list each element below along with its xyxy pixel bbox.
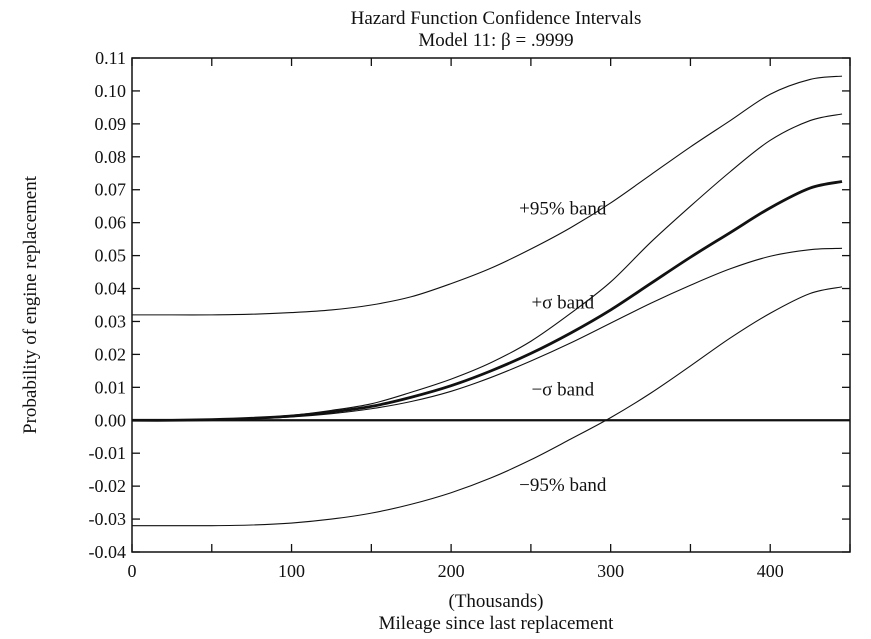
x-tick-label: 400: [757, 561, 784, 581]
series-line-estimate: [131, 180, 843, 422]
x-axis-label: Mileage since last replacement: [379, 613, 614, 634]
y-tick-label: 0.07: [95, 180, 127, 200]
y-tick-label: 0.00: [95, 410, 127, 430]
x-axis: 0 100 200 300 400: [128, 58, 851, 581]
y-tick-label: 0.10: [95, 81, 127, 101]
series-curves: [131, 75, 850, 527]
y-tick-label: -0.03: [89, 509, 127, 529]
x-axis-label-units: (Thousands): [449, 591, 544, 612]
y-tick-label: 0.09: [95, 114, 127, 134]
series-line-lower95: [131, 286, 843, 527]
chart-title: Hazard Function Confidence Intervals: [351, 8, 642, 29]
y-tick-label: 0.05: [95, 246, 127, 266]
plot-frame: [131, 57, 851, 553]
band-annotation: −σ band: [531, 380, 594, 401]
band-annotations: +95% band +σ band −σ band −95% band: [519, 198, 607, 496]
x-tick-label: 0: [128, 561, 137, 581]
y-tick-label: -0.01: [89, 443, 127, 463]
y-tick-label: 0.04: [95, 279, 127, 299]
x-tick-label: 300: [597, 561, 624, 581]
y-tick-label: 0.08: [95, 147, 127, 167]
x-tick-label: 200: [438, 561, 465, 581]
y-tick-label: 0.03: [95, 311, 127, 331]
y-tick-label: -0.02: [89, 476, 127, 496]
band-annotation: −95% band: [519, 475, 607, 496]
y-tick-label: -0.04: [89, 542, 127, 562]
x-tick-label: 100: [278, 561, 305, 581]
y-tick-label: 0.11: [95, 48, 126, 68]
y-tick-label: 0.06: [95, 213, 127, 233]
band-annotation: +σ band: [531, 292, 594, 313]
band-annotation: +95% band: [519, 198, 607, 219]
y-tick-label: 0.01: [95, 377, 127, 397]
chart-subtitle: Model 11: β = .9999: [418, 30, 573, 51]
y-axis-label: Probability of engine replacement: [20, 175, 41, 434]
series-line-upper95: [132, 75, 843, 316]
y-tick-label: 0.02: [95, 344, 127, 364]
y-axis: -0.04 -0.03 -0.02 -0.01 0.00 0.01 0.02 0.03 0.04…: [89, 48, 850, 562]
series-line-lower_sigma: [131, 247, 843, 421]
